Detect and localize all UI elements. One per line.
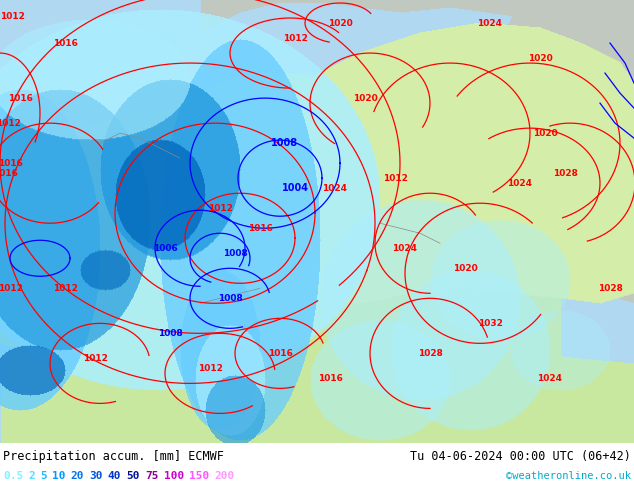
Text: 1012: 1012 [198, 364, 223, 373]
Text: 1012: 1012 [0, 12, 25, 21]
Text: 50: 50 [126, 471, 140, 481]
Text: 100: 100 [164, 471, 184, 481]
Text: 1020: 1020 [527, 53, 552, 63]
Text: 1020: 1020 [453, 264, 477, 273]
Text: Tu 04-06-2024 00:00 UTC (06+42): Tu 04-06-2024 00:00 UTC (06+42) [410, 449, 631, 463]
Text: 1012: 1012 [207, 204, 233, 213]
Text: 1016: 1016 [8, 94, 32, 102]
Text: 1028: 1028 [418, 349, 443, 358]
Text: 200: 200 [214, 471, 235, 481]
Text: 1008: 1008 [158, 329, 183, 338]
Text: 1012: 1012 [382, 173, 408, 183]
Text: 1024: 1024 [323, 184, 347, 193]
Text: 1016: 1016 [53, 39, 77, 48]
Text: 5: 5 [40, 471, 47, 481]
Text: 1012: 1012 [82, 354, 107, 363]
Text: ©weatheronline.co.uk: ©weatheronline.co.uk [506, 471, 631, 481]
Text: 1016: 1016 [318, 374, 342, 383]
Text: 1020: 1020 [328, 19, 353, 27]
Text: 1024: 1024 [507, 179, 533, 188]
Text: 150: 150 [189, 471, 209, 481]
Text: 1008: 1008 [217, 294, 242, 303]
Text: 1028: 1028 [553, 169, 578, 178]
Text: 1016: 1016 [247, 224, 273, 233]
Text: 30: 30 [89, 471, 103, 481]
Text: 1008: 1008 [223, 249, 247, 258]
Text: 20: 20 [70, 471, 84, 481]
Text: 1012: 1012 [53, 284, 77, 293]
Text: 1006: 1006 [153, 244, 178, 253]
Text: 1012: 1012 [283, 33, 307, 43]
Text: 40: 40 [108, 471, 121, 481]
Text: 1004: 1004 [281, 183, 309, 193]
Text: 1024: 1024 [477, 19, 503, 27]
Text: 1020: 1020 [353, 94, 377, 102]
Text: 1024: 1024 [392, 244, 418, 253]
Text: 1012: 1012 [0, 284, 22, 293]
Text: 1024: 1024 [538, 374, 562, 383]
Text: 1032: 1032 [477, 319, 502, 328]
Text: 75: 75 [145, 471, 158, 481]
Text: 0.5: 0.5 [3, 471, 23, 481]
Text: 1028: 1028 [598, 284, 623, 293]
Text: 1012: 1012 [0, 119, 20, 127]
Text: 1016: 1016 [0, 169, 18, 178]
Text: Precipitation accum. [mm] ECMWF: Precipitation accum. [mm] ECMWF [3, 449, 224, 463]
Text: 10: 10 [52, 471, 65, 481]
Text: 1016: 1016 [268, 349, 292, 358]
Text: 1016: 1016 [0, 159, 22, 168]
Text: 1020: 1020 [533, 129, 557, 138]
Text: 2: 2 [29, 471, 35, 481]
Text: 1008: 1008 [271, 138, 299, 148]
